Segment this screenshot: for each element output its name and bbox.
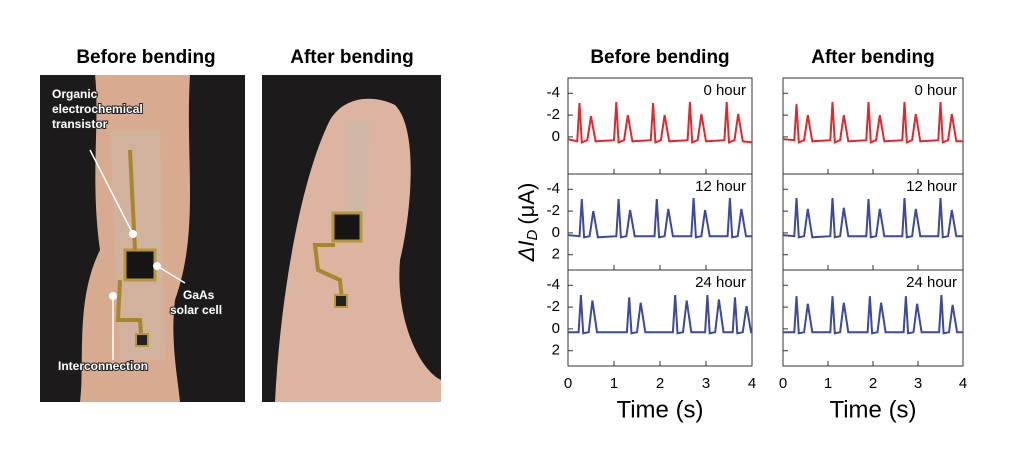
photo-label: GaAs bbox=[183, 288, 215, 302]
x-tick-label: 2 bbox=[869, 375, 877, 392]
photo-label: electrochemical bbox=[52, 102, 143, 116]
photo-label: transistor bbox=[52, 117, 108, 131]
x-tick-label: 2 bbox=[656, 375, 664, 392]
x-tick-label: 0 bbox=[779, 375, 787, 392]
y-label-main: ΔI bbox=[514, 240, 539, 262]
signal-line bbox=[568, 295, 753, 335]
chart-title: Before bending bbox=[590, 47, 729, 68]
y-axis-label: ΔID (μA) bbox=[514, 183, 541, 263]
x-axis-label: Time (s) bbox=[829, 396, 916, 423]
signal-line bbox=[783, 295, 963, 335]
signal-line bbox=[782, 101, 963, 144]
annotation: 24 hour bbox=[695, 274, 746, 291]
x-tick-label: 4 bbox=[959, 375, 967, 392]
annotation: 12 hour bbox=[906, 178, 957, 195]
photo-title: Before bending bbox=[76, 47, 215, 68]
photo-title: After bending bbox=[290, 47, 414, 68]
y-tick-label: 2 bbox=[552, 246, 560, 263]
photo-label: solar cell bbox=[170, 303, 222, 317]
signal-line bbox=[782, 197, 963, 239]
x-tick-label: 1 bbox=[610, 375, 618, 392]
chart-title: After bending bbox=[811, 47, 935, 68]
annotation: 0 hour bbox=[703, 82, 746, 99]
y-tick-label: -4 bbox=[547, 84, 560, 101]
signal-line bbox=[567, 101, 753, 144]
y-tick-label: -2 bbox=[547, 298, 560, 315]
annotation: 0 hour bbox=[914, 82, 957, 99]
y-tick-label: -2 bbox=[547, 106, 560, 123]
y-tick-label: 0 bbox=[552, 128, 560, 145]
y-tick-label: -4 bbox=[547, 276, 560, 293]
y-tick-label: -4 bbox=[547, 180, 560, 197]
photo-label: Interconnection bbox=[58, 359, 148, 373]
y-tick-label: 0 bbox=[552, 224, 560, 241]
x-tick-label: 0 bbox=[564, 375, 572, 392]
y-tick-label: -2 bbox=[547, 202, 560, 219]
signal-line bbox=[567, 197, 752, 239]
y-tick-label: 2 bbox=[552, 342, 560, 359]
photo-label: Organic bbox=[52, 87, 98, 101]
x-tick-label: 3 bbox=[702, 375, 710, 392]
annotation: 24 hour bbox=[906, 274, 957, 291]
x-tick-label: 3 bbox=[914, 375, 922, 392]
photo-before bbox=[40, 75, 245, 402]
x-axis-label: Time (s) bbox=[616, 396, 703, 423]
y-tick-label: 0 bbox=[552, 320, 560, 337]
y-label-unit: (μA) bbox=[514, 183, 539, 225]
y-label-sub: D bbox=[524, 229, 541, 240]
annotation: 12 hour bbox=[695, 178, 746, 195]
photo-after bbox=[262, 75, 441, 402]
x-tick-label: 1 bbox=[824, 375, 832, 392]
x-tick-label: 4 bbox=[748, 375, 756, 392]
